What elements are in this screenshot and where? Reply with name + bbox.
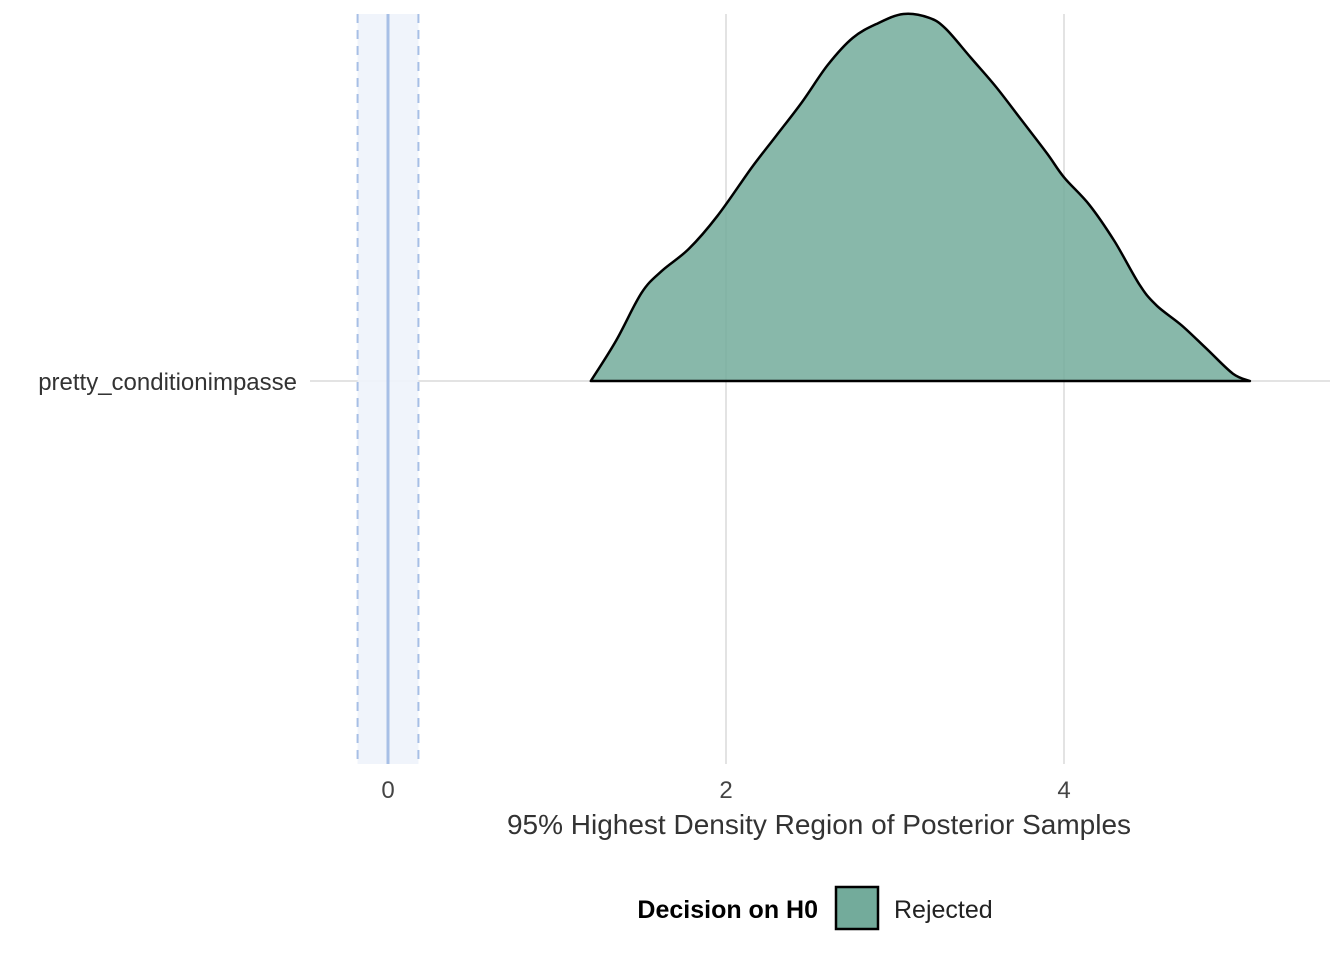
density-series — [589, 12, 1252, 383]
y-tick-label-0: pretty_conditionimpasse — [38, 369, 297, 396]
x-tick-label-1: 2 — [719, 777, 732, 804]
x-axis-tick-labels: 0 2 4 — [381, 777, 1070, 804]
legend-swatch-0 — [834, 885, 880, 931]
legend-entries: Rejected — [834, 885, 993, 931]
x-tick-label-0: 0 — [381, 777, 394, 804]
legend: Decision on H0 Rejected — [637, 885, 993, 931]
legend-title: Decision on H0 — [637, 896, 818, 924]
rope-region — [356, 14, 420, 764]
legend-label-0: Rejected — [894, 896, 993, 924]
x-axis-title: 95% Highest Density Region of Posterior … — [507, 809, 1131, 840]
x-tick-label-2: 4 — [1057, 777, 1070, 804]
density-area-0 — [589, 12, 1252, 383]
y-axis-labels: pretty_conditionimpasse — [38, 369, 297, 396]
